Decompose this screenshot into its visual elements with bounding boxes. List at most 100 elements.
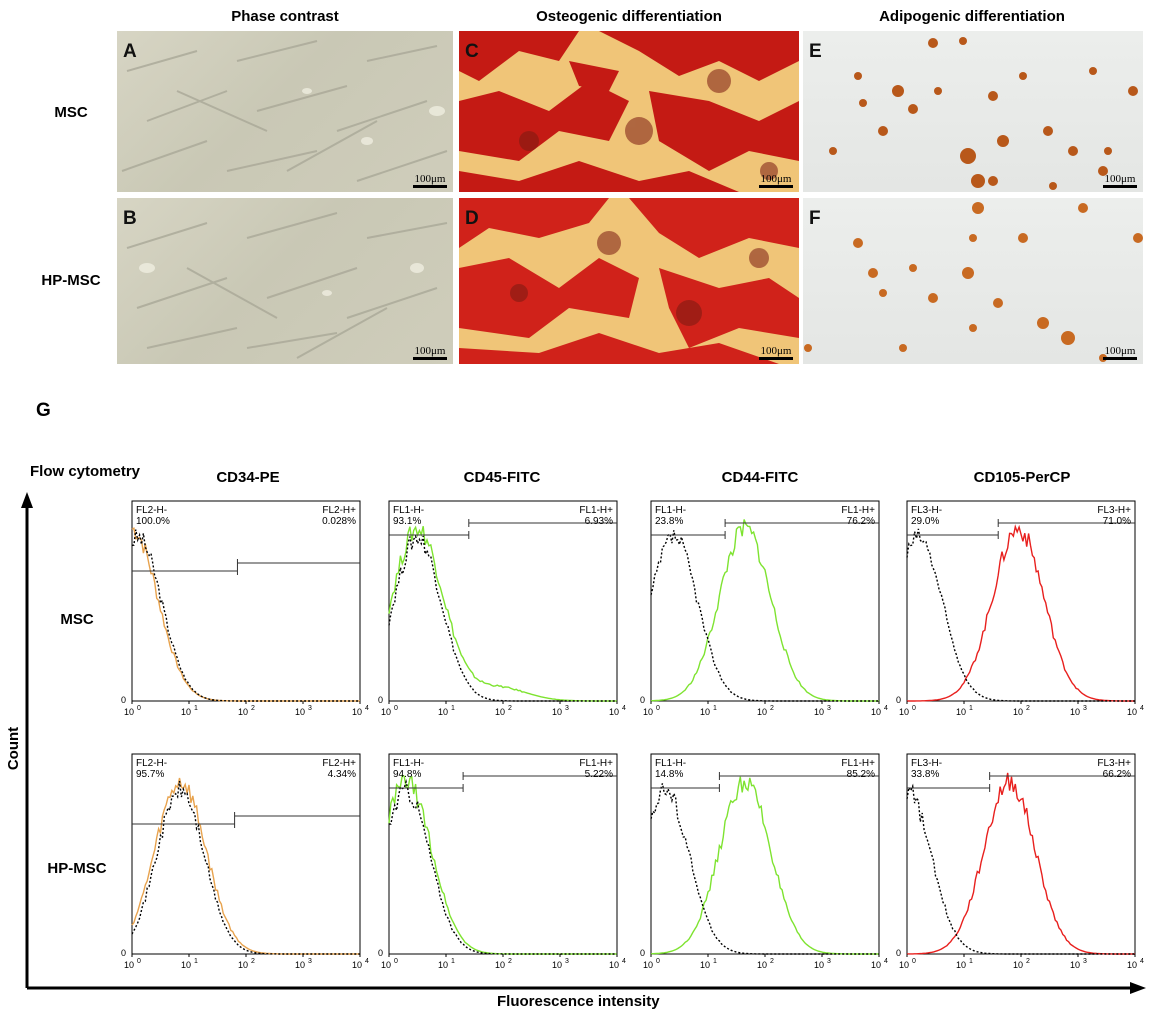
gate-negative-label: FL1-H- [393, 505, 424, 516]
column-title-phase: Phase contrast [231, 8, 339, 25]
x-tick-exponent: 3 [565, 705, 569, 712]
oil-red-o-staining-f [804, 202, 1143, 362]
x-tick-exponent: 4 [1140, 958, 1144, 965]
gate-negative-percent: 23.8% [655, 516, 683, 527]
histogram-svg: FL1-H-94.8%FL1-H+5.22%10 0 10 1 10 2 10 3 10 40 [378, 753, 626, 970]
x-tick-exponent: 1 [451, 958, 455, 965]
x-tick-exponent: 3 [308, 958, 312, 965]
micrograph-panel-d: D 100μm [459, 198, 799, 364]
gate-negative-percent: 93.1% [393, 516, 421, 527]
x-tick-exponent: 1 [969, 958, 973, 965]
histogram-panel-cd105-hp-msc: FL3-H- 33.8% FL3-H+ 66.2% 10 0 10 1 10 2 10 3 10 4 0 [893, 748, 1144, 978]
micrograph-panel-f: F 100μm [803, 198, 1143, 364]
column-title-osteogenic: Osteogenic differentiation [536, 8, 722, 25]
gate-negative-percent: 29.0% [911, 516, 939, 527]
panel-letter-e: E [809, 41, 822, 62]
phase-contrast-cells-b [126, 212, 448, 359]
x-tick-label: 10 [552, 707, 562, 717]
x-tick-label: 10 [438, 960, 448, 970]
x-tick-label: 10 [1127, 960, 1137, 970]
x-tick-label: 10 [1013, 960, 1023, 970]
gate-negative-percent: 100.0% [136, 516, 170, 527]
y-zero-label: 0 [896, 695, 901, 705]
x-tick-label: 10 [352, 960, 362, 970]
y-zero-label: 0 [896, 948, 901, 958]
x-tick-label: 10 [181, 960, 191, 970]
gate-negative-percent: 94.8% [393, 769, 421, 780]
marker-title-cd34: CD34-PE [216, 469, 280, 486]
flow-row-label-hp-msc: HP-MSC [47, 860, 107, 877]
row-label-hp-msc: HP-MSC [41, 272, 101, 289]
x-tick-exponent: 3 [1083, 958, 1087, 965]
gate-positive-percent: 76.2% [847, 516, 875, 527]
x-tick-label: 10 [956, 707, 966, 717]
x-tick-exponent: 0 [912, 958, 916, 965]
isotype-control-histogram-line [650, 530, 879, 702]
x-tick-exponent: 1 [713, 958, 717, 965]
y-zero-label: 0 [640, 695, 645, 705]
scale-bar-d: 100μm [759, 345, 793, 360]
gate-positive-label: FL2-H+ [322, 758, 356, 769]
micrograph-panel-c: C 100μm [459, 31, 799, 192]
gate-positive-label: FL2-H+ [322, 505, 356, 516]
alizarin-red-staining-d [459, 198, 799, 364]
x-tick-exponent: 1 [969, 705, 973, 712]
histogram-svg: FL3-H-33.8%FL3-H+66.2%10 0 10 1 10 2 10 3 10 40 [896, 753, 1144, 970]
gate-positive-label: FL1-H+ [579, 505, 613, 516]
panel-letter-f: F [809, 208, 821, 229]
x-tick-exponent: 3 [827, 705, 831, 712]
plot-frame [131, 500, 361, 702]
gate-negative-label: FL3-H- [911, 758, 942, 769]
alizarin-red-staining-c [459, 31, 799, 192]
gate-positive-label: FL3-H+ [1097, 505, 1131, 516]
x-tick-exponent: 0 [394, 958, 398, 965]
x-tick-label: 10 [757, 960, 767, 970]
x-tick-label: 10 [438, 707, 448, 717]
x-tick-label: 10 [238, 707, 248, 717]
stained-histogram-line [650, 776, 879, 955]
stained-histogram-line [388, 525, 617, 702]
marker-title-cd44: CD44-FITC [721, 469, 799, 486]
gate-negative-label: FL1-H- [655, 505, 686, 516]
histogram-svg: FL1-H-93.1%FL1-H+6.93%10 0 10 1 10 2 10 3 10 40 [378, 500, 626, 717]
histogram-svg: FL3-H-29.0%FL3-H+71.0%10 0 10 1 10 2 10 3 10 40 [896, 500, 1144, 717]
x-tick-exponent: 3 [827, 958, 831, 965]
x-tick-exponent: 3 [565, 958, 569, 965]
x-tick-label: 10 [381, 707, 391, 717]
marker-title-cd105: CD105-PerCP [973, 469, 1071, 486]
scale-bar-b: 100μm [413, 345, 447, 360]
stained-histogram-line [907, 524, 1135, 702]
x-tick-exponent: 2 [770, 705, 774, 712]
x-tick-label: 10 [495, 707, 505, 717]
x-tick-exponent: 2 [508, 705, 512, 712]
y-axis-arrow [21, 492, 33, 508]
x-tick-label: 10 [381, 960, 391, 970]
gate-positive-percent: 4.34% [328, 769, 356, 780]
x-tick-label: 10 [609, 707, 619, 717]
x-tick-label: 10 [814, 707, 824, 717]
plot-frame [906, 753, 1136, 955]
x-tick-exponent: 2 [508, 958, 512, 965]
micrograph-panel-b: B 100μm [117, 198, 453, 364]
gate-positive-label: FL1-H+ [579, 758, 613, 769]
x-tick-label: 10 [899, 960, 909, 970]
plot-frame [650, 500, 880, 702]
gate-positive-label: FL1-H+ [841, 758, 875, 769]
panel-letter-a: A [123, 41, 137, 62]
x-tick-label: 10 [871, 707, 881, 717]
x-tick-exponent: 4 [622, 958, 626, 965]
x-tick-exponent: 2 [251, 958, 255, 965]
x-tick-label: 10 [552, 960, 562, 970]
gate-negative-label: FL2-H- [136, 505, 167, 516]
oil-red-o-staining-e [829, 37, 1138, 190]
x-tick-label: 10 [181, 707, 191, 717]
x-tick-exponent: 0 [912, 705, 916, 712]
gate-positive-percent: 0.028% [322, 516, 356, 527]
x-tick-label: 10 [899, 707, 909, 717]
gate-positive-percent: 6.93% [585, 516, 613, 527]
x-tick-exponent: 1 [194, 705, 198, 712]
x-tick-label: 10 [700, 960, 710, 970]
x-tick-exponent: 0 [394, 705, 398, 712]
x-tick-exponent: 1 [451, 705, 455, 712]
x-tick-exponent: 4 [622, 705, 626, 712]
